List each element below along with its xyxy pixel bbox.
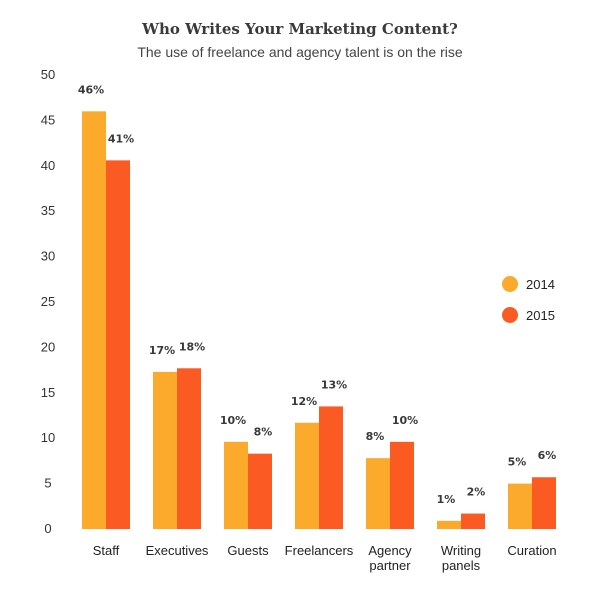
bar-2015-6	[532, 477, 556, 529]
y-tick-label: 45	[41, 112, 55, 127]
chart-subtitle: The use of freelance and agency talent i…	[137, 44, 463, 60]
data-label-2014-4: 8%	[366, 430, 385, 443]
y-tick-label: 35	[41, 203, 55, 218]
data-labels: 46% 41% 17% 18% 10% 8% 12% 13% 8% 10% 1% 2% 5% 6%	[78, 83, 557, 506]
bar-2015-4	[390, 441, 414, 529]
y-tick-label: 25	[41, 294, 55, 309]
y-tick-label: 15	[41, 385, 55, 400]
legend-label-2015: 2015	[526, 308, 555, 323]
legend-label-2014: 2014	[526, 277, 555, 292]
data-label-2014-1: 17%	[149, 344, 175, 357]
data-label-2015-4: 10%	[392, 414, 418, 427]
data-label-2015-3: 13%	[321, 378, 347, 391]
data-label-2015-1: 18%	[179, 340, 205, 353]
bar-2014-2	[224, 441, 248, 529]
bars	[82, 111, 556, 530]
y-tick-label: 10	[41, 430, 55, 445]
bar-2014-5	[437, 520, 461, 529]
x-category-label: Staff	[93, 543, 120, 558]
x-axis: Staff Executives Guests Freelancers Agency pa…	[93, 543, 557, 573]
bar-2015-2	[248, 453, 272, 529]
legend: 2014 2015	[502, 276, 555, 323]
legend-swatch-2014	[502, 276, 518, 292]
chart-title: Who Writes Your Marketing Content?	[142, 20, 458, 38]
data-label-2015-0: 41%	[108, 132, 134, 145]
x-category-label: Curation	[507, 543, 556, 558]
y-tick-label: 20	[41, 339, 55, 354]
y-tick-label: 30	[41, 249, 55, 264]
data-label-2014-2: 10%	[220, 414, 246, 427]
bar-2015-3	[319, 406, 343, 529]
y-axis: 0 5 10 15 20 25 30 35 40 45 50	[41, 67, 55, 536]
data-label-2014-0: 46%	[78, 83, 104, 96]
bar-2015-1	[177, 368, 201, 529]
y-tick-label: 50	[41, 67, 55, 82]
y-tick-label: 0	[44, 521, 51, 536]
data-label-2014-3: 12%	[291, 395, 317, 408]
data-label-2015-5: 2%	[467, 486, 486, 499]
bar-2014-4	[366, 458, 390, 529]
data-label-2015-2: 8%	[254, 426, 273, 439]
x-category-label: Freelancers	[285, 543, 354, 558]
bar-2014-0	[82, 111, 106, 529]
legend-swatch-2015	[502, 307, 518, 323]
data-label-2015-6: 6%	[538, 449, 557, 462]
x-category-label: Agency partner	[368, 543, 412, 573]
x-category-label: Writing panels	[441, 543, 481, 573]
bar-2014-3	[295, 422, 319, 529]
y-tick-label: 5	[44, 476, 51, 491]
data-label-2014-6: 5%	[508, 456, 527, 469]
data-label-2014-5: 1%	[437, 493, 456, 506]
x-category-label: Executives	[146, 543, 209, 558]
y-tick-label: 40	[41, 158, 55, 173]
bar-2015-5	[461, 513, 485, 529]
bar-2014-6	[508, 483, 532, 529]
x-category-label: Guests	[227, 543, 269, 558]
bar-2014-1	[153, 371, 177, 529]
bar-2015-0	[106, 160, 130, 530]
